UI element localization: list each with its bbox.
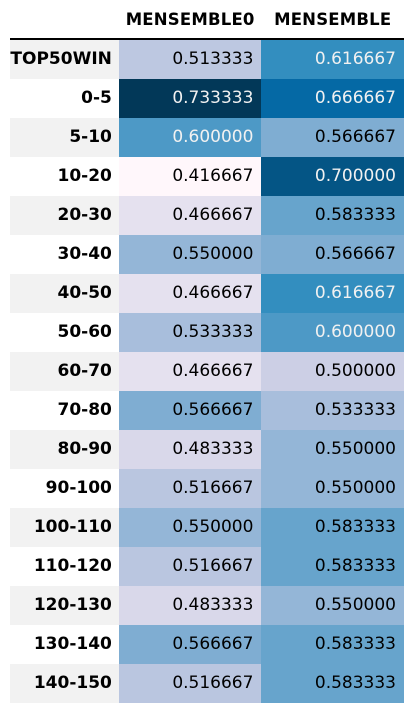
heatmap-cell: 0.566667 [261, 118, 404, 157]
table-row: 0-5 0.733333 0.666667 [10, 79, 404, 118]
heatmap-cell: 0.550000 [261, 586, 404, 625]
heatmap-cell: 0.466667 [118, 196, 262, 235]
row-label: 80-90 [10, 430, 119, 469]
heatmap-cell: 0.616667 [261, 40, 404, 79]
row-label: 130-140 [33, 634, 112, 654]
row-label: 70-80 [57, 400, 112, 420]
row-label: 0-5 [81, 88, 112, 108]
heatmap-cell: 0.516667 [118, 664, 262, 703]
heatmap-cell: 0.666667 [261, 79, 404, 118]
row-label: 140-150 [10, 664, 119, 703]
table-body: TOP50WIN 0.513333 0.616667 0-5 0.733333 0.666… [10, 40, 404, 703]
table-row: 110-120 0.516667 0.583333 [10, 547, 404, 586]
heatmap-cell: 0.600000 [261, 313, 404, 352]
row-label: 30-40 [57, 244, 112, 264]
row-label: 10-20 [57, 166, 112, 186]
heatmap-cell: 0.516667 [118, 547, 262, 586]
row-label: 50-60 [57, 322, 112, 342]
header-rule [10, 38, 404, 40]
heatmap-cell: 0.550000 [261, 430, 404, 469]
heatmap-cell: 0.500000 [261, 352, 404, 391]
table-row: 40-50 0.466667 0.616667 [10, 274, 404, 313]
row-label: 100-110 [10, 508, 119, 547]
heatmap-cell: 0.550000 [261, 469, 404, 508]
row-label: 20-30 [10, 196, 119, 235]
heatmap-cell: 0.583333 [261, 547, 404, 586]
heatmap-cell: 0.483333 [118, 586, 262, 625]
table-row: 140-150 0.516667 0.583333 [10, 664, 404, 703]
heatmap-cell: 0.600000 [118, 118, 262, 157]
heatmap-cell: 0.533333 [261, 391, 404, 430]
table-row: 60-70 0.466667 0.500000 [10, 352, 404, 391]
heatmap-cell: 0.583333 [261, 664, 404, 703]
column-header-mensemble0: MENSEMBLE0 [125, 9, 255, 29]
heatmap-cell: 0.513333 [118, 40, 262, 79]
heatmap-cell: 0.566667 [261, 235, 404, 274]
table-row: 100-110 0.550000 0.583333 [10, 508, 404, 547]
heatmap-cell: 0.533333 [118, 313, 262, 352]
heatmap-cell: 0.483333 [118, 430, 262, 469]
table-row: 10-20 0.416667 0.700000 [10, 157, 404, 196]
table-row: 90-100 0.516667 0.550000 [10, 469, 404, 508]
heatmap-cell: 0.583333 [261, 508, 404, 547]
column-header-mensemble: MENSEMBLE [274, 9, 392, 29]
table-row: 70-80 0.566667 0.533333 [10, 391, 404, 430]
row-label: 90-100 [45, 478, 112, 498]
header-row: MENSEMBLE0 MENSEMBLE [10, 0, 404, 38]
table-row: 80-90 0.483333 0.550000 [10, 430, 404, 469]
heatmap-cell: 0.733333 [118, 79, 262, 118]
heatmap-cell: 0.550000 [118, 508, 262, 547]
table-row: 30-40 0.550000 0.566667 [10, 235, 404, 274]
heatmap-cell: 0.516667 [118, 469, 262, 508]
row-label: 60-70 [10, 352, 119, 391]
table-row: 120-130 0.483333 0.550000 [10, 586, 404, 625]
table-row: 50-60 0.533333 0.600000 [10, 313, 404, 352]
heatmap-cell: 0.566667 [118, 625, 262, 664]
row-label: 110-120 [33, 556, 112, 576]
heatmap-cell: 0.616667 [261, 274, 404, 313]
heatmap-cell: 0.566667 [118, 391, 262, 430]
table-row: 130-140 0.566667 0.583333 [10, 625, 404, 664]
table-row: TOP50WIN 0.513333 0.616667 [10, 40, 404, 79]
heatmap-cell: 0.700000 [261, 157, 404, 196]
heatmap-table: MENSEMBLE0 MENSEMBLE TOP50WIN 0.513333 0.6… [10, 0, 404, 703]
row-label: 5-10 [10, 118, 119, 157]
row-label: 120-130 [10, 586, 119, 625]
heatmap-cell: 0.583333 [261, 625, 404, 664]
heatmap-cell: 0.583333 [261, 196, 404, 235]
heatmap-cell: 0.466667 [118, 352, 262, 391]
heatmap-cell: 0.466667 [118, 274, 262, 313]
table-row: 20-30 0.466667 0.583333 [10, 196, 404, 235]
heatmap-cell: 0.416667 [118, 157, 262, 196]
row-label: 40-50 [10, 274, 119, 313]
heatmap-cell: 0.550000 [118, 235, 262, 274]
table-row: 5-10 0.600000 0.566667 [10, 118, 404, 157]
row-label: TOP50WIN [10, 40, 119, 79]
